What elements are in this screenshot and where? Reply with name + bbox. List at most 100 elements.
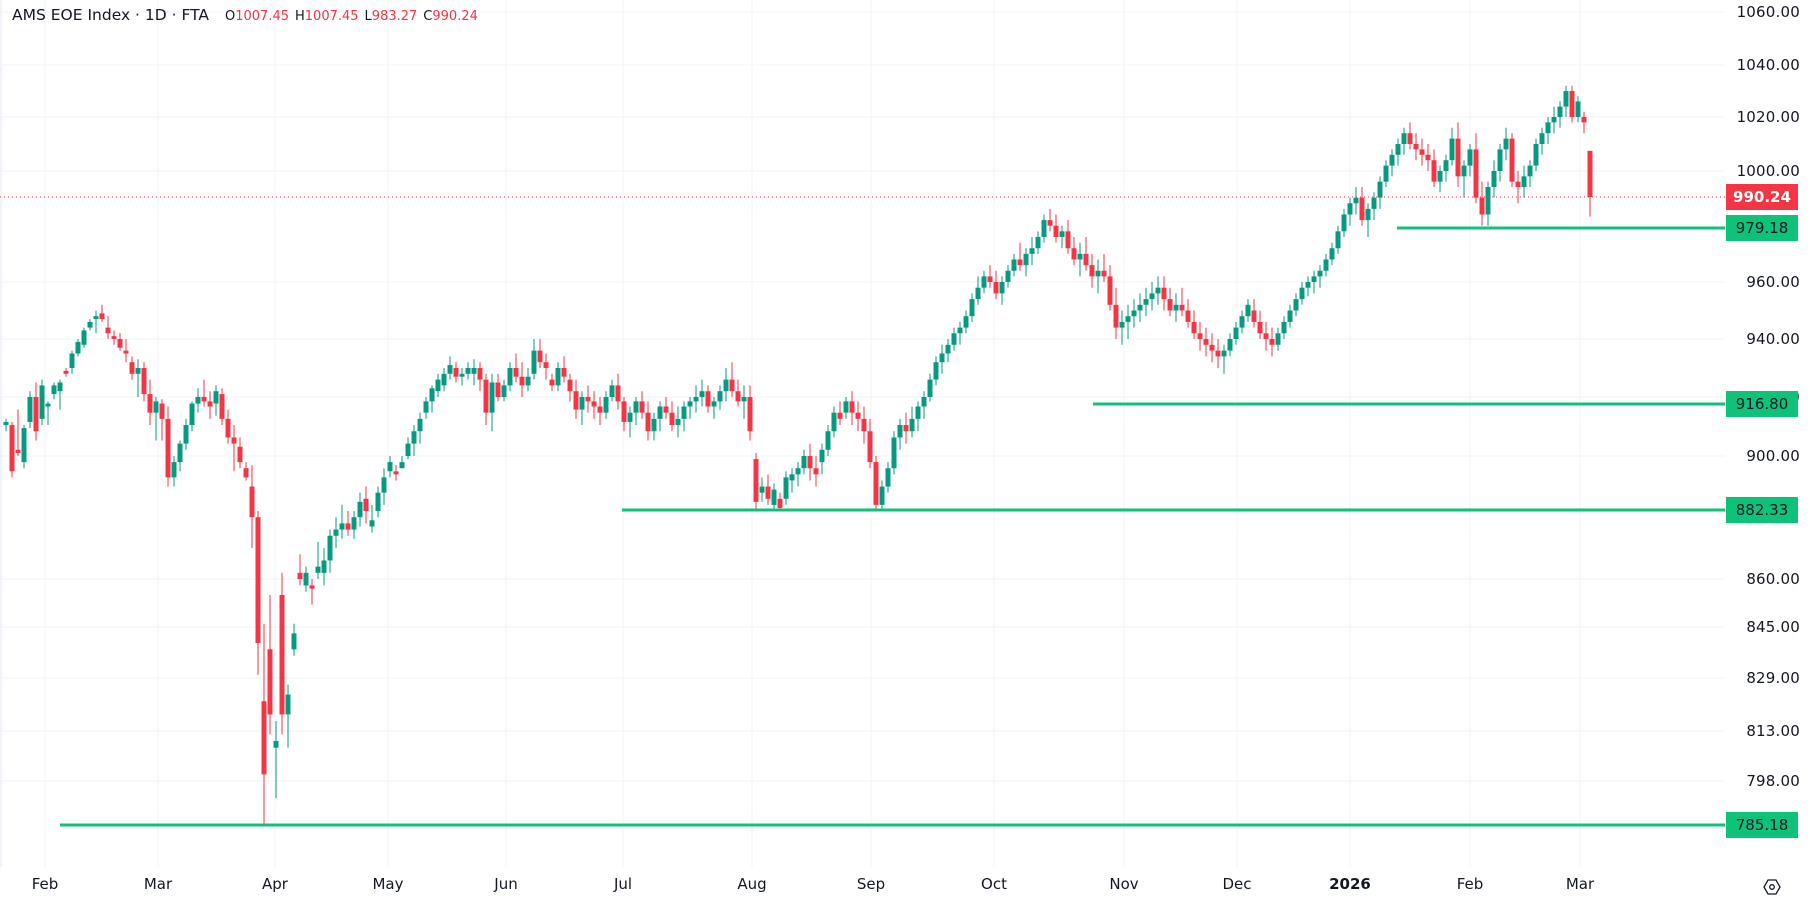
candle-body bbox=[255, 517, 261, 643]
candle-body bbox=[837, 412, 843, 419]
candle-body bbox=[705, 391, 711, 407]
candle-body bbox=[507, 368, 513, 386]
candle-body bbox=[891, 437, 897, 469]
candle-body bbox=[117, 339, 123, 348]
candle-body bbox=[1125, 316, 1131, 322]
candle-body bbox=[165, 418, 171, 478]
candle-body bbox=[783, 477, 789, 499]
candle-body bbox=[345, 523, 351, 530]
candle-body bbox=[831, 412, 837, 432]
candle-body bbox=[387, 462, 393, 472]
candle-body bbox=[1455, 138, 1461, 177]
candle-body bbox=[1023, 253, 1029, 266]
candle-body bbox=[1479, 197, 1485, 215]
symbol-legend[interactable]: AMS EOE Index · 1D · FTA O 1007.45 H 1007.… bbox=[12, 6, 478, 24]
chart-grid bbox=[0, 0, 1725, 867]
candle-body bbox=[111, 336, 117, 339]
candle-body bbox=[1389, 154, 1395, 166]
candle-body bbox=[9, 425, 15, 472]
candle-body bbox=[399, 462, 405, 469]
candle-body bbox=[75, 341, 81, 354]
time-tick-label: Nov bbox=[1109, 875, 1139, 893]
candle-body bbox=[1167, 299, 1173, 311]
gear-hexagon-icon bbox=[1763, 879, 1781, 895]
price-tick-label: 845.00 bbox=[1746, 618, 1800, 636]
candle-body bbox=[219, 394, 225, 419]
candle-body bbox=[1221, 350, 1227, 357]
candle-body bbox=[1161, 287, 1167, 300]
candle-body bbox=[141, 368, 147, 395]
candle-body bbox=[1281, 321, 1287, 334]
candle-body bbox=[495, 382, 501, 397]
price-tick-label: 940.00 bbox=[1746, 330, 1800, 348]
time-tick-label: Sep bbox=[856, 875, 886, 893]
candle-body bbox=[1437, 171, 1443, 182]
candle-body bbox=[543, 362, 549, 368]
time-tick-label: Oct bbox=[981, 875, 1007, 893]
candle-body bbox=[1215, 350, 1221, 357]
candle-body bbox=[687, 401, 693, 407]
support-lines[interactable] bbox=[60, 226, 1725, 827]
price-tick-label: 900.00 bbox=[1746, 447, 1800, 465]
candle-body bbox=[855, 412, 861, 419]
candle-body bbox=[1491, 171, 1497, 187]
candle-body bbox=[657, 406, 663, 419]
candle-body bbox=[297, 572, 303, 579]
candle-body bbox=[93, 316, 99, 320]
candle-body bbox=[183, 425, 189, 444]
candle-body bbox=[879, 486, 885, 505]
candle-body bbox=[795, 468, 801, 475]
candle-body bbox=[1077, 253, 1083, 260]
candle-body bbox=[615, 385, 621, 402]
candle-body bbox=[663, 406, 669, 413]
candle-body bbox=[321, 560, 327, 573]
candle-body bbox=[369, 520, 375, 527]
candle-body bbox=[981, 276, 987, 288]
candle-body bbox=[579, 397, 585, 410]
candle-body bbox=[819, 449, 825, 463]
candle-body bbox=[267, 649, 273, 715]
candle-body bbox=[465, 368, 471, 374]
candle-body bbox=[549, 379, 555, 386]
candle-body bbox=[225, 418, 231, 438]
price-tick-label: 1060.00 bbox=[1736, 3, 1800, 21]
candlestick-series bbox=[3, 85, 1593, 826]
high-value: 1007.45 bbox=[304, 9, 359, 24]
candle-body bbox=[1227, 339, 1233, 351]
candle-body bbox=[1575, 101, 1581, 117]
candle-body bbox=[693, 397, 699, 402]
chart-settings-button[interactable] bbox=[1762, 877, 1782, 897]
candle-body bbox=[285, 694, 291, 715]
candle-body bbox=[1503, 138, 1509, 150]
candle-body bbox=[927, 379, 933, 397]
candle-body bbox=[1353, 197, 1359, 204]
candle-body bbox=[1539, 133, 1545, 144]
candle-body bbox=[639, 401, 645, 413]
candle-body bbox=[129, 362, 135, 374]
candle-body bbox=[381, 477, 387, 493]
candle-body bbox=[1443, 160, 1449, 171]
candle-body bbox=[765, 486, 771, 499]
candle-body bbox=[1425, 154, 1431, 161]
time-tick-label: Dec bbox=[1222, 875, 1252, 893]
candle-body bbox=[309, 585, 315, 589]
time-tick-label: 2026 bbox=[1329, 875, 1371, 893]
candle-body bbox=[363, 498, 369, 512]
candle-body bbox=[279, 595, 285, 715]
symbol-title: AMS EOE Index · 1D · FTA bbox=[12, 6, 209, 24]
candle-body bbox=[1581, 117, 1587, 123]
price-tick-label: 1000.00 bbox=[1736, 162, 1800, 180]
candle-body bbox=[1011, 259, 1017, 271]
candle-body bbox=[1119, 321, 1125, 328]
candle-body bbox=[1233, 327, 1239, 339]
candle-body bbox=[243, 468, 249, 478]
candle-body bbox=[441, 373, 447, 386]
candle-body bbox=[531, 350, 537, 374]
candle-body bbox=[1107, 276, 1113, 305]
candle-body bbox=[903, 425, 909, 432]
candle-body bbox=[333, 529, 339, 536]
candle-body bbox=[1251, 310, 1257, 322]
candle-body bbox=[723, 379, 729, 392]
